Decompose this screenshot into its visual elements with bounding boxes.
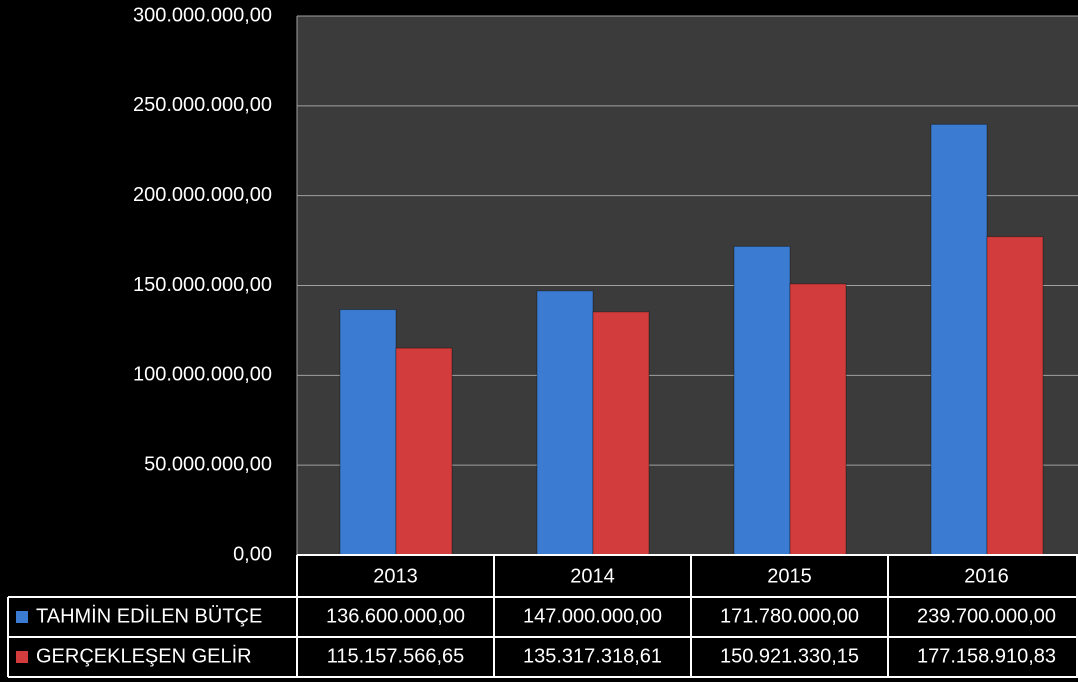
data-label: 171.780.000,00	[720, 605, 859, 627]
y-tick-label: 250.000.000,00	[133, 94, 272, 116]
bar	[986, 236, 1044, 556]
y-tick-label: 50.000.000,00	[144, 453, 272, 475]
bar	[789, 283, 847, 556]
x-tick-label: 2015	[767, 565, 812, 587]
x-tick-label: 2013	[373, 565, 418, 587]
legend-label: TAHMİN EDİLEN BÜTÇE	[36, 604, 262, 627]
x-tick-label: 2016	[964, 565, 1009, 587]
y-tick-label: 150.000.000,00	[133, 274, 272, 296]
bar	[395, 347, 453, 556]
data-label: 147.000.000,00	[523, 605, 662, 627]
bar	[339, 309, 397, 556]
bar	[536, 290, 594, 556]
data-label: 115.157.566,65	[327, 645, 465, 667]
y-tick-label: 300.000.000,00	[133, 4, 272, 26]
data-label: 150.921.330,15	[720, 645, 859, 667]
data-label: 239.700.000,00	[917, 605, 1056, 627]
data-label: 177.158.910,83	[917, 645, 1056, 667]
legend-label: GERÇEKLEŞEN GELİR	[36, 644, 252, 667]
legend-marker	[16, 651, 28, 663]
data-label: 135.317.318,61	[523, 645, 662, 667]
data-label: 136.600.000,00	[326, 605, 465, 627]
x-tick-label: 2014	[570, 565, 615, 587]
y-tick-label: 100.000.000,00	[133, 364, 272, 386]
bar	[592, 311, 650, 556]
y-tick-label: 0,00	[233, 543, 272, 565]
legend-marker	[16, 611, 28, 623]
y-tick-label: 200.000.000,00	[133, 184, 272, 206]
bar	[733, 245, 791, 556]
bar	[930, 123, 988, 556]
